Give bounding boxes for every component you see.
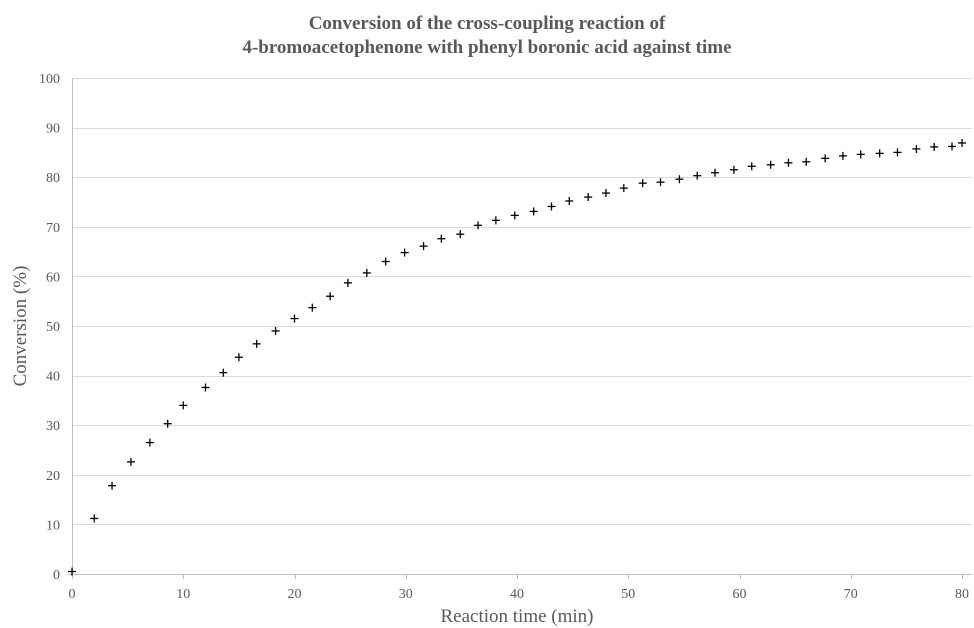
data-point [784,158,793,167]
data-point [308,303,317,312]
data-point [234,353,243,362]
gridlines [72,78,972,525]
data-point [602,189,610,198]
data-point [729,165,738,174]
data-point [68,567,76,576]
x-tick-label: 50 [621,587,635,602]
data-point [126,457,135,466]
data-point [693,171,702,180]
data-point [821,154,830,163]
x-tick-label: 60 [733,587,747,602]
data-point [958,138,966,147]
x-tick-label: 40 [510,587,524,602]
data-point [108,481,117,490]
data-point [747,162,756,171]
y-tick-labels: 0 10 20 30 40 50 60 70 80 90 100 [39,72,60,583]
data-point [362,268,371,277]
data-point [711,168,720,177]
y-tick-label: 80 [46,171,60,186]
data-point [400,248,409,257]
data-point [529,207,538,216]
x-tick-label: 20 [288,587,302,602]
data-point [930,142,939,151]
data-point [90,514,99,523]
data-point [547,202,556,211]
x-tick-label: 80 [955,587,969,602]
data-point [290,314,299,323]
x-tick-label: 10 [176,587,190,602]
data-point [343,278,352,287]
x-axis-title: Reaction time (min) [440,606,593,627]
data-point [252,339,261,348]
data-point [510,211,519,220]
chart-title: Conversion of the cross-coupling reactio… [0,12,974,60]
data-point [947,142,956,151]
axes [68,78,972,579]
x-tick-label: 30 [399,587,413,602]
data-point [766,160,775,169]
data-point [875,149,884,158]
y-tick-label: 30 [46,419,60,434]
y-axis-title: Conversion (%) [10,266,31,387]
chart-title-line-2: 4-bromoacetophenone with phenyl boronic … [242,37,732,58]
y-tick-label: 10 [46,518,60,533]
x-tick-labels: 0 10 20 30 40 50 60 70 80 [69,587,970,602]
data-point [179,401,188,410]
y-tick-label: 50 [46,320,60,335]
data-point [271,326,280,335]
y-tick-label: 90 [46,122,60,137]
data-point [912,144,921,153]
data-point [326,292,335,301]
data-point [201,383,210,392]
chart-title-line-1: Conversion of the cross-coupling reactio… [308,13,666,34]
y-tick-label: 100 [39,72,60,87]
data-point [619,184,628,193]
data-points [68,138,966,576]
data-point [474,221,483,230]
data-point [381,257,390,266]
data-point [656,178,665,187]
data-point [145,438,154,447]
data-point [856,150,865,159]
data-point [638,179,647,188]
data-point [437,234,446,243]
data-point [675,175,684,184]
data-point [219,368,228,377]
data-point [838,151,847,160]
data-point [584,193,593,202]
data-point [419,242,428,251]
data-point [893,148,902,157]
y-tick-label: 70 [46,221,60,236]
data-point [802,157,811,166]
data-point [456,230,465,239]
y-tick-label: 20 [46,469,60,484]
y-tick-label: 60 [46,270,60,285]
data-point [565,197,574,206]
x-tick-label: 0 [69,587,76,602]
x-tick-label: 70 [844,587,858,602]
data-point [491,216,500,225]
data-point [163,419,172,428]
y-tick-label: 40 [46,370,60,385]
y-tick-label: 0 [53,568,60,583]
